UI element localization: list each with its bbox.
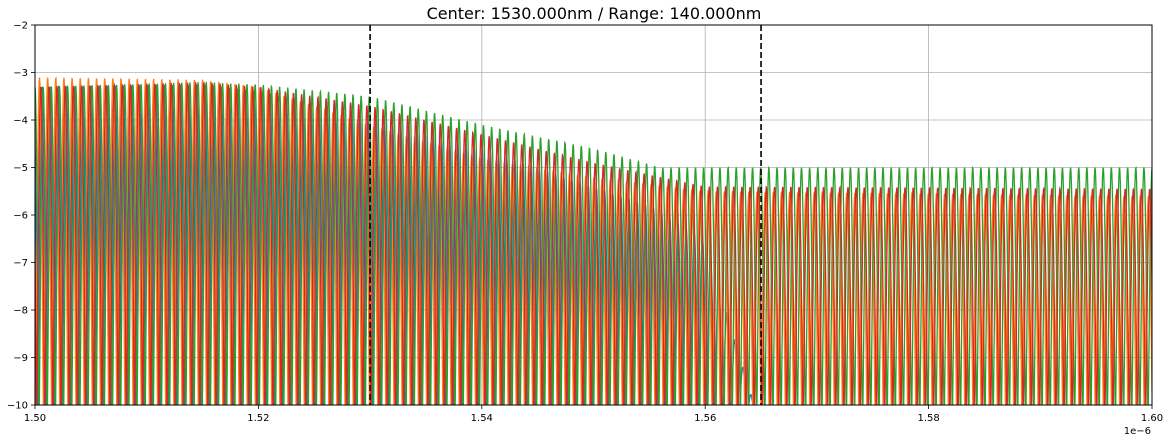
y-axis-ticks: −10 −9 −8 −7 −6 −5 −4 −3 −2 [7, 21, 35, 412]
y-tick-label: −6 [13, 211, 28, 222]
x-tick-label: 1.52 [247, 413, 269, 424]
y-tick-label: −5 [13, 163, 28, 174]
y-tick-label: −8 [13, 306, 28, 317]
series-layer [35, 76, 1152, 405]
y-tick-label: −9 [13, 353, 28, 364]
x-axis-ticks: 1.50 1.52 1.54 1.56 1.58 1.60 [24, 405, 1163, 424]
y-tick-label: −3 [13, 68, 28, 79]
chart-title: Center: 1530.000nm / Range: 140.000nm [427, 4, 762, 23]
x-tick-label: 1.60 [1141, 413, 1163, 424]
series-line-1 [35, 83, 754, 405]
y-tick-label: −4 [13, 116, 28, 127]
y-tick-label: −7 [13, 258, 28, 269]
y-tick-label: −2 [13, 21, 28, 32]
y-tick-label: −10 [7, 401, 28, 412]
x-tick-label: 1.50 [24, 413, 46, 424]
series-line-4 [35, 81, 1152, 405]
x-offset-label: 1e−6 [1124, 426, 1151, 437]
x-tick-label: 1.58 [917, 413, 939, 424]
x-tick-label: 1.56 [694, 413, 716, 424]
x-tick-label: 1.54 [471, 413, 493, 424]
marker-lines [369, 25, 762, 405]
